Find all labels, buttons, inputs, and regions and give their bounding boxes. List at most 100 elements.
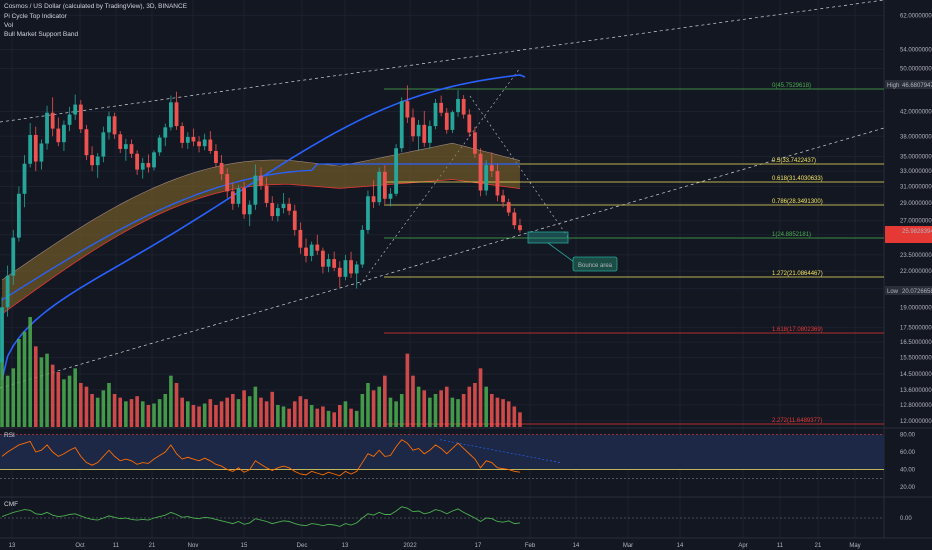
- bounce-area-box: [527, 231, 569, 244]
- volume-bar: [39, 357, 44, 427]
- candle-body: [39, 143, 44, 162]
- candle-body: [230, 191, 235, 204]
- rsi-pane-label[interactable]: RSI: [4, 432, 15, 439]
- volume-bar: [433, 394, 438, 427]
- price-axis-label: 14.5000000: [900, 372, 932, 378]
- price-tag: [885, 226, 932, 243]
- candle-body: [90, 155, 94, 166]
- volume-bar: [506, 401, 511, 427]
- volume-bar: [174, 383, 179, 427]
- volume-bar: [197, 406, 201, 427]
- candle-body: [163, 127, 168, 138]
- volume-bar: [236, 399, 241, 427]
- indicator-label-pi-cycle[interactable]: Pi Cycle Top Indicator: [4, 13, 67, 20]
- volume-bar: [62, 379, 66, 427]
- volume-bar: [309, 405, 314, 427]
- volume-bar: [264, 401, 269, 427]
- candle-body: [382, 171, 387, 199]
- price-axis-label: 12.0000000: [900, 419, 932, 425]
- candle-body: [422, 124, 427, 143]
- candle-body: [489, 165, 494, 172]
- candle-body: [202, 139, 207, 147]
- indicator-label-vol[interactable]: Vol: [4, 22, 14, 29]
- indicator-label-bull-band[interactable]: Bull Market Support Band: [4, 31, 79, 38]
- candle-body: [140, 162, 145, 170]
- price-axis-label: 17.5000000: [900, 326, 932, 332]
- candle-body: [484, 165, 489, 191]
- volume-bar: [411, 375, 415, 427]
- candle-body: [16, 193, 21, 238]
- volume-bar: [394, 401, 398, 427]
- candle-body: [5, 275, 10, 308]
- rsi-axis-label: 60.00: [900, 450, 916, 456]
- candle-body: [354, 264, 359, 274]
- candle-body: [427, 126, 432, 143]
- candle-body: [298, 229, 303, 248]
- volume-bar: [450, 397, 455, 427]
- price-axis-label: 62.0000000: [900, 13, 932, 19]
- volume-bar: [5, 375, 10, 427]
- volume-bar: [79, 383, 83, 427]
- volume-bar: [214, 405, 218, 427]
- fib-level-label: 0(45.7529618): [772, 83, 811, 89]
- volume-bar: [129, 399, 134, 427]
- price-axis-label: 22.0000000: [900, 269, 932, 275]
- volume-bar: [354, 410, 359, 427]
- candle-body: [107, 116, 111, 133]
- volume-bar: [343, 401, 348, 427]
- candle-body: [501, 195, 505, 203]
- volume-bar: [461, 394, 466, 427]
- volume-bar: [17, 339, 21, 427]
- volume-bar: [45, 353, 49, 427]
- volume-bar: [338, 405, 342, 427]
- candle-body: [208, 139, 213, 151]
- volume-bar: [270, 391, 275, 427]
- candle-body: [236, 188, 241, 204]
- volume-bar: [140, 401, 145, 427]
- volume-bar: [399, 394, 404, 427]
- volume-bar: [518, 412, 522, 427]
- volume-bar: [219, 401, 224, 427]
- candle-body: [67, 114, 72, 125]
- volume-bar: [332, 412, 336, 427]
- candle-body: [135, 153, 140, 170]
- candle-body: [50, 112, 55, 129]
- candle-body: [11, 237, 16, 276]
- candle-body: [405, 101, 410, 118]
- volume-bar: [84, 386, 89, 427]
- cmf-pane-label[interactable]: CMF: [4, 501, 19, 508]
- candle-body: [332, 259, 337, 268]
- candle-body: [56, 128, 61, 143]
- channel-upper-line: [0, 0, 885, 123]
- time-axis-label: 2022: [403, 543, 417, 549]
- candle-body: [214, 150, 218, 163]
- candle-body: [444, 112, 449, 130]
- volume-bar: [360, 394, 365, 427]
- candle-body: [73, 104, 78, 115]
- trend-dotted-line: [469, 95, 571, 241]
- candle-body: [242, 188, 246, 215]
- volume-bar: [439, 390, 443, 427]
- volume-bar: [157, 399, 162, 427]
- time-axis-label: 21: [815, 543, 822, 549]
- volume-bar: [428, 397, 432, 427]
- candle-body: [157, 137, 162, 153]
- candle-body: [411, 117, 415, 137]
- volume-bar: [383, 375, 387, 427]
- volume-bar: [90, 394, 94, 427]
- fib-level-label: 2.272(11.6489377): [772, 418, 822, 424]
- rsi-axis-label: 20.00: [900, 485, 916, 491]
- candle-body: [292, 210, 297, 230]
- price-axis-label: 16.5000000: [900, 340, 932, 346]
- volume-bar: [512, 406, 517, 427]
- candle-body: [506, 202, 511, 213]
- volume-bar: [180, 397, 184, 427]
- price-tag: [885, 80, 932, 89]
- time-axis-label: Oct: [75, 543, 85, 549]
- price-axis-label: 42.0000000: [900, 110, 932, 116]
- candle-body: [388, 193, 393, 199]
- volume-bar: [73, 368, 77, 427]
- candle-body: [180, 126, 185, 143]
- candle-body: [28, 134, 33, 164]
